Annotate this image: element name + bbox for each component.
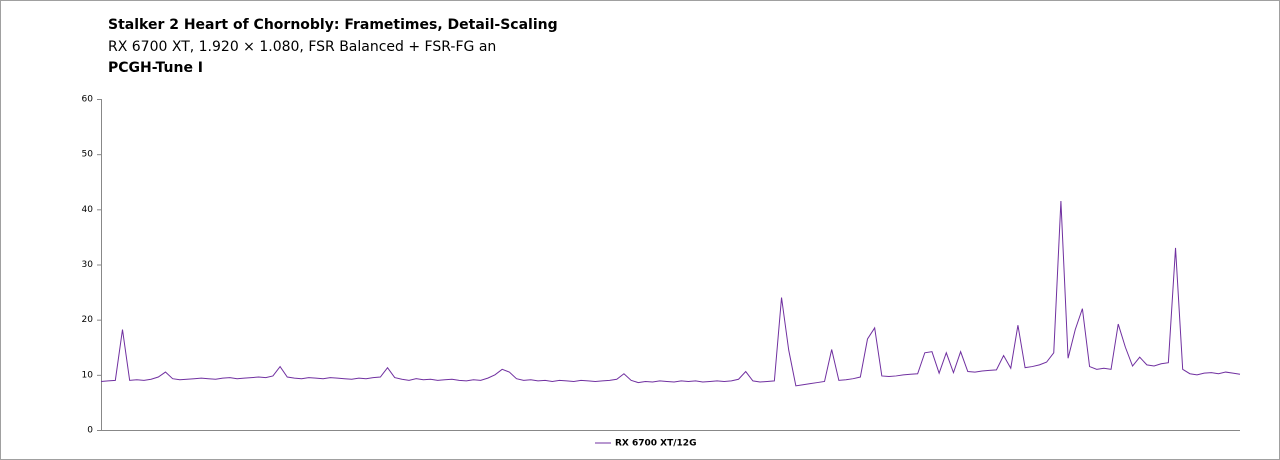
chart-subtitle: RX 6700 XT, 1.920 × 1.080, FSR Balanced … [108,39,496,55]
y-tick-label: 50 [82,150,94,160]
y-tick-label: 30 [82,260,94,270]
series-line [100,201,1241,387]
y-tick-label: 20 [82,315,94,325]
y-tick-label: 60 [82,95,94,105]
chart-subtitle: PCGH-Tune I [108,60,203,76]
chart-title: Stalker 2 Heart of Chornobly: Frametimes… [108,17,558,33]
y-tick-label: 10 [82,370,94,380]
legend-label: RX 6700 XT/12G [615,439,696,449]
y-tick-label: 40 [82,205,94,215]
y-tick-label: 0 [87,426,93,436]
